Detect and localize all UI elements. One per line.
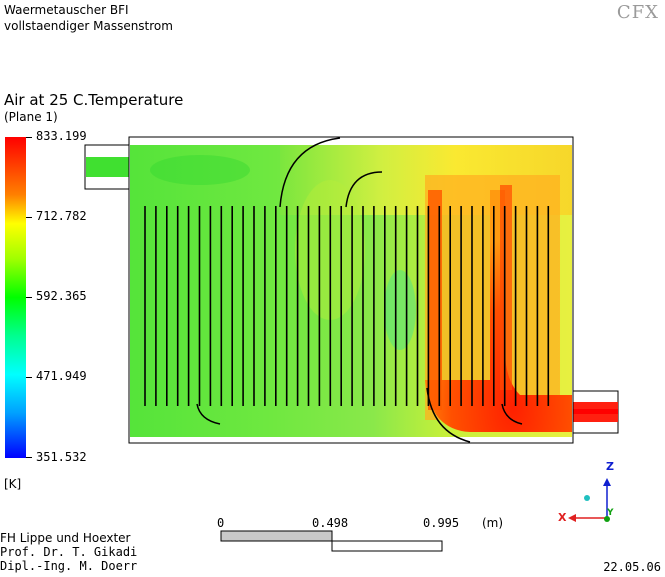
legend-tick — [26, 297, 32, 298]
legend-label-4: 471.949 — [36, 369, 87, 383]
scale-label-0: 0 — [217, 516, 225, 530]
legend-tick — [26, 377, 32, 378]
scale-bar-filled — [220, 530, 333, 542]
axis-x-label: X — [558, 511, 567, 524]
scale-bar-empty — [331, 540, 443, 552]
legend-label-min: 351.532 — [36, 450, 87, 464]
legend-unit: [K] — [4, 477, 22, 491]
scale-label-mid: 0.498 — [312, 516, 349, 530]
legend-label-max: 833.199 — [36, 129, 87, 143]
tube-bundle — [144, 206, 550, 406]
scale-label-end: 0.995 — [423, 516, 460, 530]
legend-tick — [26, 457, 32, 458]
legend-variable: Air at 25 C.Temperature — [4, 91, 184, 109]
credits-line-1: FH Lippe und Hoexter — [0, 531, 131, 545]
legend-plane: (Plane 1) — [4, 110, 58, 124]
axis-triad — [568, 478, 611, 522]
credits: FH Lippe und Hoexter Prof. Dr. T. Gikadi… — [0, 531, 137, 573]
credits-line-2: Prof. Dr. T. Gikadi — [0, 545, 138, 559]
legend-tick — [26, 137, 32, 138]
date: 22.05.06 — [603, 560, 661, 574]
axis-y-label: Y — [607, 508, 614, 518]
scale-unit: (m) — [482, 516, 504, 530]
legend-tick — [26, 217, 32, 218]
cfx-logo: CFX — [616, 2, 659, 23]
title-line-1: Waermetauscher BFI — [4, 3, 129, 17]
legend-label-3: 592.365 — [36, 289, 87, 303]
title-line-2: vollstaendiger Massenstrom — [4, 19, 173, 33]
axis-z-label: Z — [606, 460, 614, 473]
color-legend-bar — [5, 137, 26, 458]
legend-label-2: 712.782 — [36, 209, 87, 223]
credits-line-3: Dipl.-Ing. M. Doerr — [0, 559, 138, 573]
